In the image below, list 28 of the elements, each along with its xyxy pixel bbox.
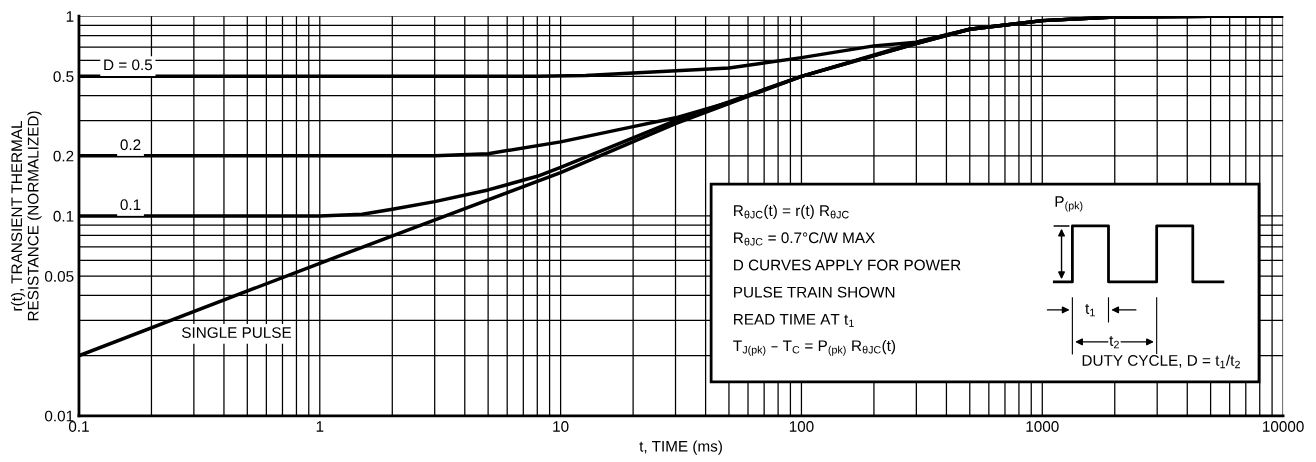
- annotation: D = 0.5: [104, 59, 153, 71]
- annotation: R$_{θJC}$(t) = r(t) R$_{θJC}$: [734, 204, 849, 220]
- x-tick-label: 0.1: [68, 421, 89, 432]
- annotation: 0.1: [120, 199, 141, 211]
- y-tick-label: 0.01: [44, 410, 74, 422]
- y-tick-label: 0.2: [53, 150, 74, 162]
- annotation: t$_{1}$: [1085, 303, 1095, 317]
- y-tick-label: 1: [66, 11, 74, 22]
- annotation: R$_{θJC}$ = 0.7°C/W MAX: [734, 231, 875, 246]
- x-axis-title: t, TIME (ms): [639, 440, 722, 455]
- x-tick-label: 10: [553, 421, 569, 432]
- annotation: SINGLE PULSE: [182, 327, 292, 338]
- x-tick-label: 10000: [1263, 421, 1304, 432]
- y-tick-label: 0.05: [44, 271, 74, 282]
- annotation: P$_{(pk)}$: [1055, 196, 1083, 212]
- y-tick-label: 0.1: [53, 210, 74, 222]
- annotation: DUTY CYCLE, D = t$_{1}$/t$_{2}$: [1082, 354, 1240, 369]
- y-axis-title: r(t), TRANSIENT THERMAL RESISTANCE (NORMALIZED): [10, 111, 42, 321]
- annotation: READ TIME AT t$_{1}$: [734, 314, 854, 328]
- x-tick-label: 1000: [1026, 421, 1059, 432]
- text: T$_{J(pk)}$ – T$_{C}$ = P$_{(pk)}$ R$_{θJC}$(t): [733, 339, 896, 356]
- x-tick-label: 100: [789, 421, 814, 432]
- annotation: PULSE TRAIN SHOWN: [734, 286, 895, 298]
- x-tick-label: 1: [316, 421, 324, 432]
- annotation: t$_{2}$: [1109, 335, 1119, 349]
- annotation: 0.2: [120, 139, 141, 151]
- y-tick-label: 0.5: [53, 71, 74, 83]
- annotation: D CURVES APPLY FOR POWER: [734, 259, 961, 271]
